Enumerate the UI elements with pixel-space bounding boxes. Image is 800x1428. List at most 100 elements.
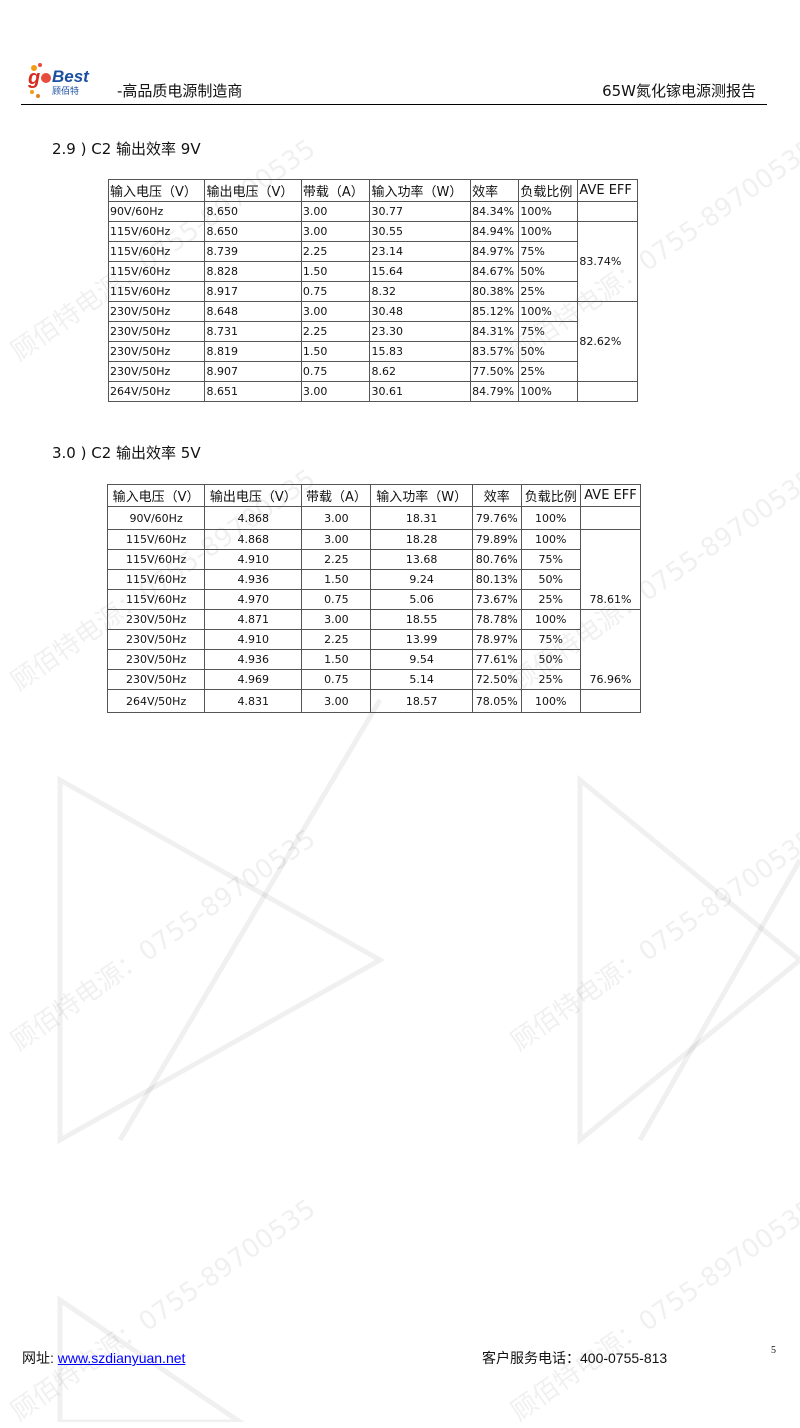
table-cell: 4.910 — [204, 549, 303, 570]
table-cell: 9.24 — [370, 569, 473, 590]
table-row: 115V/60Hz 8.917 0.75 8.32 80.38% 25% — [107, 281, 638, 302]
table-cell: 8.907 — [204, 361, 302, 382]
table-cell: 30.77 — [369, 201, 472, 222]
table-cell: 80.76% — [471, 549, 522, 570]
table-cell: 0.75 — [301, 669, 372, 690]
ave-eff-cell — [579, 689, 642, 713]
table-row: 230V/50Hz 8.731 2.25 23.30 84.31% 75% — [107, 321, 638, 342]
table-cell: 8.32 — [369, 281, 472, 302]
table-cell: 75% — [518, 241, 579, 262]
ave-eff-cell — [579, 506, 642, 530]
table-cell: 78.05% — [471, 689, 522, 713]
header-divider — [21, 104, 767, 105]
table-cell: 30.55 — [369, 221, 472, 242]
table-row: 90V/60Hz 4.868 3.00 18.31 79.76% 100% — [106, 506, 642, 530]
table-cell: 8.650 — [204, 221, 302, 242]
table-cell: 15.83 — [369, 341, 472, 362]
table-cell: 75% — [520, 629, 581, 650]
table-cell: 3.00 — [300, 381, 371, 402]
table-row: 115V/60Hz 8.650 3.00 30.55 84.94% 100% 83.74% — [107, 221, 638, 302]
website-label: 网址: — [22, 1350, 58, 1366]
efficiency-table-9v: 输入电压（V） 输出电压（V） 带载（A） 输入功率（W） 效率 负载比例 AVE EFF 9… — [107, 179, 638, 402]
table-cell: 18.57 — [370, 689, 473, 713]
table-row: 115V/60Hz 4.970 0.75 5.06 73.67% 25% — [106, 589, 641, 610]
table-cell: 100% — [520, 609, 581, 630]
ave-eff-cell: 82.62% — [577, 301, 638, 382]
table-cell: 230V/50Hz — [106, 629, 206, 650]
table-cell: 25% — [520, 669, 581, 690]
table-row: 230V/50Hz 8.907 0.75 8.62 77.50% 25% — [107, 361, 638, 382]
table-cell: 2.25 — [300, 321, 371, 342]
table-cell: 90V/60Hz — [107, 201, 206, 222]
page-number: 5 — [771, 1345, 776, 1356]
table-cell: 9.54 — [370, 649, 473, 670]
table-cell: 4.871 — [204, 609, 303, 630]
svg-text:顾佰特: 顾佰特 — [52, 85, 79, 97]
table-cell: 1.50 — [300, 341, 371, 362]
svg-text:Best: Best — [52, 67, 90, 86]
table-row: 230V/50Hz 4.910 2.25 13.99 78.97% 75% — [106, 629, 641, 650]
table-cell: 115V/60Hz — [106, 529, 206, 550]
table-cell: 115V/60Hz — [106, 569, 206, 590]
table-cell: 115V/60Hz — [106, 549, 206, 570]
gobest-logo: g Best 顾佰特 — [26, 60, 96, 100]
table-cell: 25% — [518, 361, 579, 382]
table-cell: 25% — [520, 589, 581, 610]
watermark: 顾佰特电源：0755-89700535 — [5, 823, 322, 1058]
table-cell: 50% — [520, 649, 581, 670]
table-cell: 0.75 — [301, 589, 372, 610]
footer-service-phone: 客户服务电话：400-0755-813 — [482, 1350, 668, 1366]
table-cell: 8.917 — [204, 281, 302, 302]
table-row: 230V/50Hz 4.871 3.00 18.55 78.78% 100% 76.96% — [106, 609, 642, 690]
table-cell: 80.38% — [470, 281, 520, 302]
table-cell: 80.13% — [471, 569, 522, 590]
table-cell: 3.00 — [300, 301, 371, 322]
watermark: 顾佰特电源：0755-89700535 — [505, 823, 800, 1058]
table-cell: 4.868 — [204, 529, 303, 550]
table-cell: 100% — [518, 381, 579, 402]
footer-website: 网址: www.szdianyuan.net — [22, 1348, 185, 1368]
table-cell: 3.00 — [301, 689, 372, 713]
table-cell: 85.12% — [470, 301, 520, 322]
table-cell: 23.30 — [369, 321, 472, 342]
table-cell: 1.50 — [301, 649, 372, 670]
ave-eff-cell: 78.61% — [579, 529, 642, 610]
table-cell: 18.55 — [370, 609, 473, 630]
table-cell: 4.910 — [204, 629, 303, 650]
table-cell: 230V/50Hz — [106, 649, 206, 670]
table-cell: 230V/50Hz — [107, 301, 206, 322]
table-cell: 30.61 — [369, 381, 472, 402]
table-row: 115V/60Hz 8.828 1.50 15.64 84.67% 50% — [107, 261, 638, 282]
table-cell: 30.48 — [369, 301, 472, 322]
table-cell: 100% — [518, 201, 579, 222]
table-cell: 3.00 — [301, 609, 372, 630]
table-row: 90V/60Hz 8.650 3.00 30.77 84.34% 100% — [107, 201, 638, 222]
column-header: 效率 — [471, 484, 522, 507]
column-header: 输入电压（V） — [106, 484, 206, 507]
table-cell: 8.62 — [369, 361, 472, 382]
table-cell: 3.00 — [301, 529, 372, 550]
watermark: 顾佰特电源：0755-89700535 — [5, 1193, 322, 1428]
table-cell: 50% — [520, 569, 581, 590]
table-cell: 5.06 — [370, 589, 473, 610]
table-row: 264V/50Hz 4.831 3.00 18.57 78.05% 100% — [106, 689, 642, 713]
table-cell: 100% — [520, 529, 581, 550]
column-header: AVE EFF — [577, 179, 638, 202]
table-cell: 0.75 — [300, 281, 371, 302]
table-cell: 72.50% — [471, 669, 522, 690]
table-cell: 230V/50Hz — [107, 321, 206, 342]
table-cell: 4.868 — [204, 506, 303, 530]
table-cell: 13.99 — [370, 629, 473, 650]
table-cell: 2.25 — [301, 629, 372, 650]
table-cell: 115V/60Hz — [107, 261, 206, 282]
table-row: 230V/50Hz 8.819 1.50 15.83 83.57% 50% — [107, 341, 638, 362]
table-cell: 50% — [518, 341, 579, 362]
column-header: 负载比例 — [518, 179, 579, 202]
table-cell: 8.819 — [204, 341, 302, 362]
table-cell: 8.739 — [204, 241, 302, 262]
section-title-5v: 3.0 ) C2 输出效率 5V — [52, 444, 201, 462]
table-row: 115V/60Hz 4.910 2.25 13.68 80.76% 75% — [106, 549, 641, 570]
column-header: 负载比例 — [520, 484, 581, 507]
website-link[interactable]: www.szdianyuan.net — [57, 1350, 186, 1366]
table-cell: 100% — [518, 221, 579, 242]
